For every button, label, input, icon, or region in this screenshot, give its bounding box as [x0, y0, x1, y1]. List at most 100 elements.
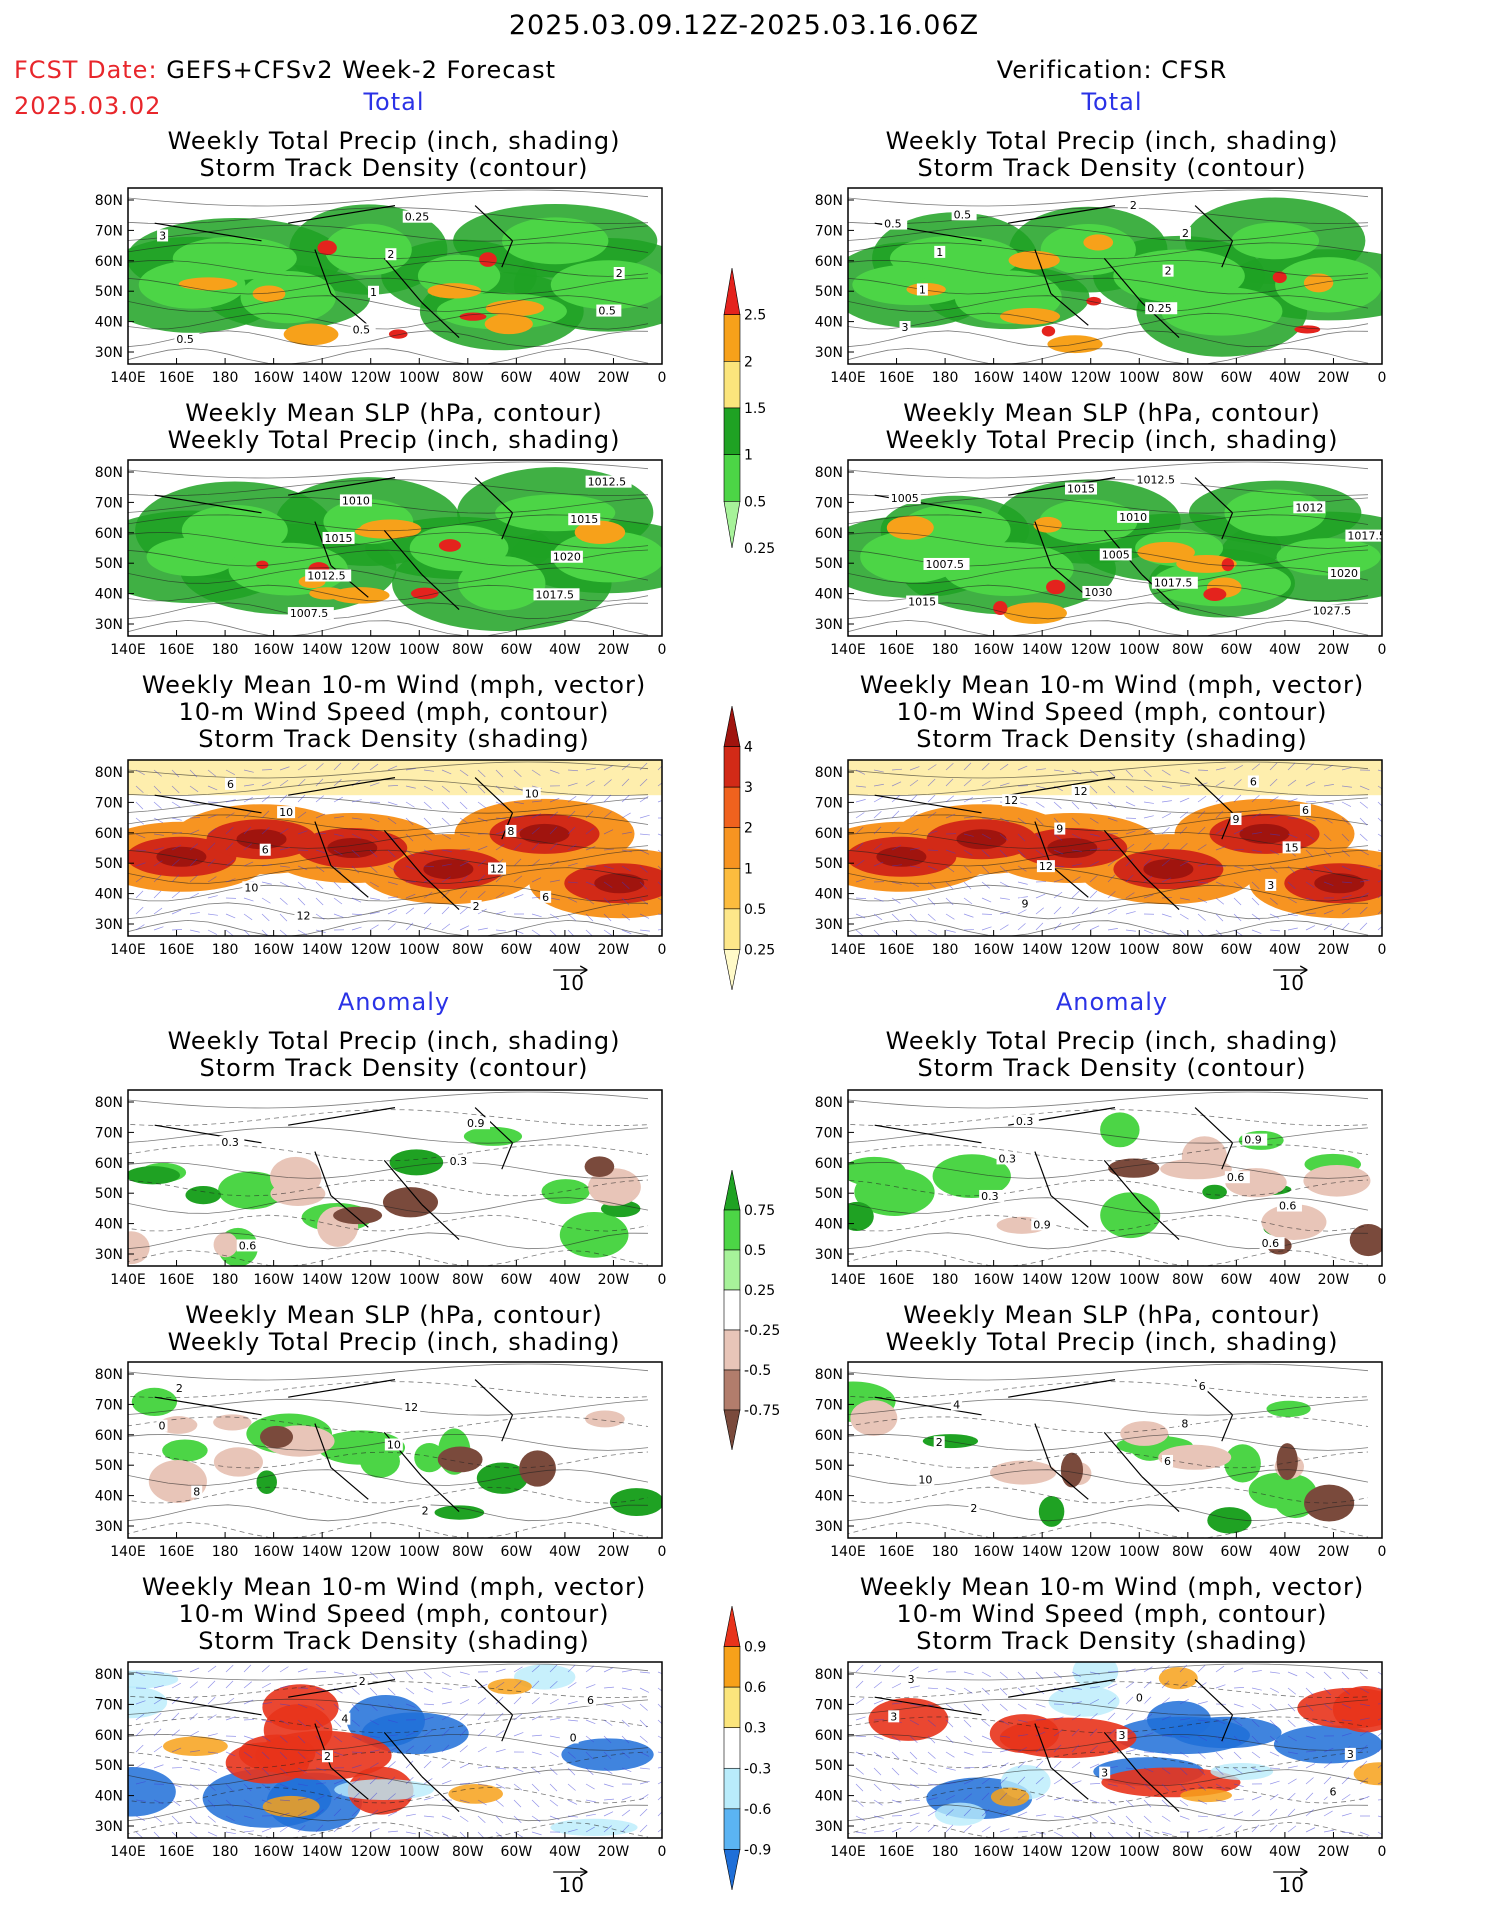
lat-label: 70N — [815, 223, 843, 239]
contour-label: 3 — [1267, 879, 1274, 892]
lon-label: 140E — [830, 1844, 866, 1860]
lon-label: 80W — [1172, 1844, 1204, 1860]
lat-label: 60N — [815, 254, 843, 270]
colorbar-label: 0.25 — [744, 942, 775, 958]
contour-label: 1017.5 — [536, 588, 575, 601]
lon-label: 20W — [1318, 942, 1350, 958]
map-panel-verif-anom-slp: 10 6 2 8 4 6 2 80N 70N 60N 50N 40N 30N 140E 160E 180 160… — [815, 1361, 1386, 1560]
colorbar-segment — [723, 1686, 741, 1729]
lon-label: 20W — [598, 1544, 630, 1560]
lat-label: 80N — [95, 1095, 123, 1111]
lon-label: 60W — [501, 642, 533, 658]
lat-label: 50N — [815, 1186, 843, 1202]
contour-label: 0 — [1136, 1692, 1143, 1705]
lon-label: 80W — [452, 1544, 484, 1560]
lat-label: 30N — [815, 1819, 843, 1835]
lon-label: 80W — [452, 1272, 484, 1288]
contour-label: 3 — [890, 1710, 897, 1723]
lon-label: 160E — [879, 1272, 915, 1288]
lon-label: 160E — [159, 1272, 195, 1288]
lat-label: 40N — [95, 315, 123, 331]
map-panel-verif-anom-precip: 0.3 0.6 0.3 0.9 0.3 0.6 0.9 0.6 80N 70N 60N 50N 40N 3… — [815, 1089, 1386, 1288]
lon-label: 60W — [501, 942, 533, 958]
lat-label: 30N — [815, 1519, 843, 1535]
colorbar-segment — [723, 407, 741, 455]
date-range-title: 2025.03.09.12Z-2025.03.16.06Z — [508, 10, 980, 41]
contour-label: 1027.5 — [1313, 605, 1352, 618]
contour-label: 1012.5 — [588, 476, 627, 489]
lon-label: 160W — [973, 1272, 1014, 1288]
lon-label: 20W — [598, 1844, 630, 1860]
contour-label: 6 — [1199, 1380, 1206, 1393]
lon-label: 100W — [1119, 1272, 1160, 1288]
lon-label: 160E — [159, 1544, 195, 1560]
colorbar-segment — [723, 1605, 741, 1647]
lon-label: 160W — [253, 642, 294, 658]
lon-label: 20W — [598, 370, 630, 386]
lon-label: 140E — [830, 1544, 866, 1560]
contour-label: 12 — [1004, 794, 1018, 807]
colorbar-label: 2 — [744, 354, 753, 370]
lon-label: 160E — [159, 942, 195, 958]
lat-label: 40N — [95, 1489, 123, 1505]
lat-label: 60N — [815, 526, 843, 542]
lon-label: 160E — [159, 642, 195, 658]
map-panel-fcst-total-precip: 0.5 0.5 1 2 2 3 0.25 0.5 80N 70N 60N 50N 40N 30N 140E 1… — [95, 187, 666, 386]
contour-label: 1015 — [1067, 483, 1095, 496]
colorbar-segment — [723, 827, 741, 869]
verification-title: Verification: CFSR — [996, 56, 1228, 84]
lat-label: 70N — [815, 495, 843, 511]
lon-label: 100W — [399, 942, 440, 958]
contour-label: 10 — [918, 1474, 932, 1487]
contour-label: 12 — [296, 910, 310, 923]
lat-label: 70N — [95, 223, 123, 239]
contour-label: 6 — [587, 1694, 594, 1707]
colorbar-label: 0.5 — [744, 494, 766, 510]
contour-label: 1030 — [1084, 586, 1112, 599]
colorbar-label: 4 — [744, 740, 753, 756]
lon-label: 160E — [159, 1844, 195, 1860]
contour-label: 6 — [542, 891, 549, 904]
contour-label: 9 — [1056, 823, 1063, 836]
contour-label: 0 — [159, 1420, 166, 1433]
lat-label: 80N — [815, 193, 843, 209]
lon-label: 100W — [399, 1272, 440, 1288]
contour-label: 1007.5 — [290, 607, 329, 620]
contour-label: 6 — [262, 844, 269, 857]
contour-label: 2 — [616, 267, 623, 280]
lat-label: 30N — [815, 1247, 843, 1263]
lon-label: 100W — [1119, 1844, 1160, 1860]
panel-title-verif-anom-wind: Weekly Mean 10-m Wind (mph, vector) 10-m … — [859, 1573, 1365, 1655]
colorbar-segment — [723, 1767, 741, 1810]
panel-title-verif-total-precip: Weekly Total Precip (inch, shading) Storm… — [885, 127, 1339, 182]
lat-label: 60N — [815, 1428, 843, 1444]
contour-label: 6 — [1302, 804, 1309, 817]
colorbar-segment — [723, 1369, 741, 1411]
map-panel-verif-anom-wind: 6 3 3 3 3 0 3 80N 70N 60N 50N 40N 30N 140E 160E 180 160W… — [815, 1661, 1386, 1897]
contour-label: 1010 — [342, 494, 370, 507]
contour-label: 0.3 — [981, 1190, 999, 1203]
lon-label: 140W — [302, 942, 343, 958]
lat-label: 40N — [95, 887, 123, 903]
lat-label: 80N — [95, 193, 123, 209]
lon-label: 40W — [1269, 1544, 1301, 1560]
lon-label: 160W — [973, 942, 1014, 958]
lon-label: 140W — [302, 370, 343, 386]
colorbar-segment — [723, 1329, 741, 1371]
contour-label: 0.9 — [1033, 1218, 1051, 1231]
contour-label: 3 — [159, 229, 166, 242]
lon-label: 80W — [1172, 370, 1204, 386]
colorbar-label: -0.9 — [744, 1842, 771, 1858]
panel-title-fcst-total-wind: Weekly Mean 10-m Wind (mph, vector) 10-m … — [141, 671, 647, 753]
colorbar-segment — [723, 1808, 741, 1850]
colorbar-label: 1 — [744, 861, 753, 877]
lon-label: 0 — [658, 1844, 667, 1860]
lon-label: 160W — [253, 370, 294, 386]
panel-title-verif-anom-precip: Weekly Total Precip (inch, shading) Storm… — [885, 1027, 1339, 1082]
reference-vector-label: 10 — [1278, 971, 1303, 995]
lon-label: 140W — [1022, 642, 1063, 658]
lon-label: 120W — [350, 642, 391, 658]
lon-label: 140W — [1022, 1844, 1063, 1860]
lon-label: 160W — [253, 1544, 294, 1560]
